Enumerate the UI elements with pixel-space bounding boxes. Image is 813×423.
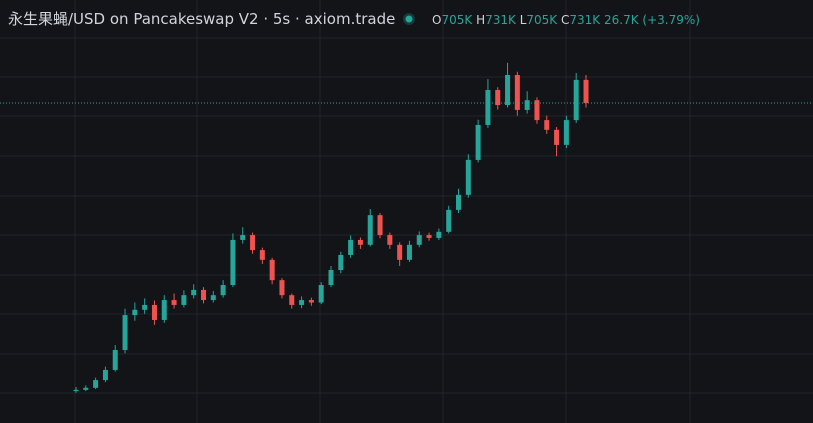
candle-body bbox=[436, 231, 442, 238]
ohlc-value: 731K bbox=[569, 13, 601, 27]
candle-body bbox=[416, 235, 422, 245]
candle-body bbox=[524, 100, 530, 110]
candle-body bbox=[250, 235, 256, 251]
ohlc-key: H bbox=[476, 13, 485, 27]
candle-body bbox=[220, 285, 226, 296]
candle-body bbox=[544, 120, 550, 130]
candle-body bbox=[514, 75, 520, 110]
candle-body bbox=[112, 350, 118, 370]
candle-body bbox=[230, 239, 236, 286]
candle-body bbox=[554, 129, 560, 145]
candle-body bbox=[279, 280, 285, 296]
chart-title: 永生果蝇/USD on Pancakeswap V2 · 5s · axiom.… bbox=[8, 10, 395, 28]
candle-body bbox=[387, 235, 393, 245]
candle-body bbox=[348, 239, 354, 255]
candle-body bbox=[181, 295, 187, 305]
ohlc-header: O705K H731K L705K C731K 26.7K (+3.79%) bbox=[432, 13, 700, 27]
candle-body bbox=[357, 239, 363, 245]
candle-body bbox=[73, 389, 79, 392]
candle-body bbox=[93, 380, 99, 388]
ohlc-key: O bbox=[432, 13, 441, 27]
candle-body bbox=[485, 90, 491, 125]
candle-body bbox=[534, 100, 540, 121]
candle-body bbox=[142, 304, 148, 310]
ohlc-value: 705K bbox=[441, 13, 473, 27]
candle-body bbox=[151, 304, 157, 320]
plot bbox=[0, 62, 813, 393]
candle-body bbox=[210, 295, 216, 301]
candle-body bbox=[83, 387, 89, 390]
candle-body bbox=[161, 300, 167, 320]
candle-body bbox=[289, 295, 295, 305]
ohlc-value: 705K bbox=[526, 13, 558, 27]
candle-body bbox=[338, 254, 344, 270]
candle-body bbox=[171, 300, 177, 305]
ohlc-value: 731K bbox=[485, 13, 517, 27]
candle-body bbox=[377, 215, 383, 236]
ohlc-key: L bbox=[520, 13, 527, 27]
candle-body bbox=[201, 289, 206, 301]
candle-body bbox=[259, 250, 265, 260]
candle-body bbox=[397, 244, 403, 260]
candle-body bbox=[563, 120, 569, 145]
candle-body bbox=[269, 259, 275, 281]
candle-body bbox=[132, 309, 138, 316]
candle-body bbox=[102, 369, 108, 381]
status-dot bbox=[405, 15, 413, 23]
candle-body bbox=[318, 285, 324, 303]
candle-body bbox=[406, 244, 412, 260]
candle-body bbox=[573, 79, 579, 121]
candle-body bbox=[308, 300, 314, 303]
ohlc-key: C bbox=[561, 13, 569, 27]
candle-body bbox=[505, 75, 511, 106]
candle-body bbox=[191, 289, 197, 296]
candle-body bbox=[583, 79, 589, 104]
candle-body bbox=[456, 194, 461, 210]
candle-body bbox=[495, 90, 501, 106]
candle-body bbox=[426, 235, 432, 238]
candle-body bbox=[299, 300, 305, 305]
candle-body bbox=[465, 159, 471, 195]
candle-body bbox=[446, 209, 452, 232]
candle-body bbox=[328, 270, 334, 286]
candle-body bbox=[367, 215, 373, 245]
candle-body bbox=[475, 124, 481, 160]
candle-body bbox=[240, 235, 246, 240]
candle-body bbox=[122, 315, 128, 351]
change: 26.7K (+3.79%) bbox=[604, 13, 700, 27]
